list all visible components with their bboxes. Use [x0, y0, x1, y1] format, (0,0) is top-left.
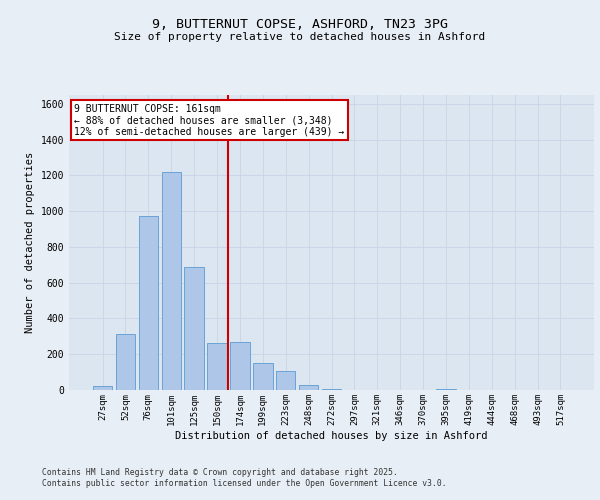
- Bar: [184, 266, 204, 390]
- Bar: [230, 342, 250, 390]
- Bar: [161, 172, 181, 390]
- Y-axis label: Number of detached properties: Number of detached properties: [25, 152, 35, 333]
- X-axis label: Distribution of detached houses by size in Ashford: Distribution of detached houses by size …: [175, 430, 488, 440]
- Bar: [139, 216, 158, 390]
- Bar: [116, 334, 135, 390]
- Text: Size of property relative to detached houses in Ashford: Size of property relative to detached ho…: [115, 32, 485, 42]
- Text: 9, BUTTERNUT COPSE, ASHFORD, TN23 3PG: 9, BUTTERNUT COPSE, ASHFORD, TN23 3PG: [152, 18, 448, 30]
- Bar: [322, 389, 341, 390]
- Bar: [93, 386, 112, 390]
- Text: 9 BUTTERNUT COPSE: 161sqm
← 88% of detached houses are smaller (3,348)
12% of se: 9 BUTTERNUT COPSE: 161sqm ← 88% of detac…: [74, 104, 344, 137]
- Bar: [436, 389, 455, 390]
- Bar: [276, 371, 295, 390]
- Text: Contains HM Land Registry data © Crown copyright and database right 2025.
Contai: Contains HM Land Registry data © Crown c…: [42, 468, 446, 487]
- Bar: [208, 342, 227, 390]
- Bar: [253, 363, 272, 390]
- Bar: [299, 384, 319, 390]
